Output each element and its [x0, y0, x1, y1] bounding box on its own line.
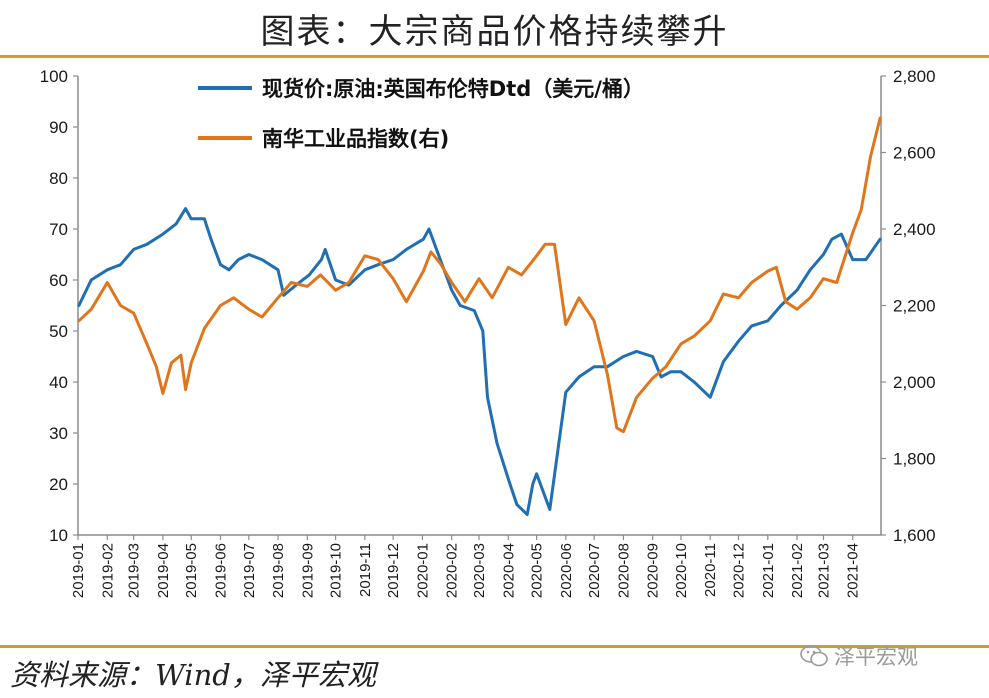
chart-axes: 100 90 80 70 60 50 40 30 20 10 2,800 2,600 2,400 2,20…	[40, 67, 936, 598]
right-tick-label: 2,200	[893, 297, 936, 316]
watermark-text: 泽平宏观	[834, 645, 918, 669]
x-tick-label: 2019-08	[270, 543, 287, 598]
left-tick-label: 50	[49, 322, 68, 341]
x-tick-label: 2019-07	[241, 543, 258, 598]
footer-rule	[0, 645, 989, 648]
right-tick-label: 2,400	[893, 220, 936, 239]
x-tick-label: 2020-01	[414, 543, 431, 598]
left-tick-label: 20	[49, 475, 68, 494]
legend-label: 现货价:原油:英国布伦特Dtd（美元/桶）	[262, 77, 644, 101]
x-tick-label: 2019-10	[328, 543, 345, 598]
x-tick-label: 2019-09	[299, 543, 316, 598]
x-tick-label: 2019-04	[155, 543, 172, 598]
x-tick-label: 2020-11	[702, 543, 719, 597]
left-tick-label: 10	[49, 526, 68, 545]
left-tick-label: 70	[49, 220, 68, 239]
chart-title: 图表：大宗商品价格持续攀升	[260, 12, 729, 52]
left-tick-label: 60	[49, 271, 68, 290]
right-tick-label: 1,800	[893, 450, 936, 469]
left-tick-label: 80	[49, 169, 68, 188]
x-tick-label: 2020-02	[444, 543, 461, 598]
x-tick-label: 2020-06	[558, 543, 575, 598]
x-tick-label: 2019-05	[183, 543, 200, 598]
right-tick-label: 2,600	[893, 144, 936, 163]
left-tick-label: 100	[40, 67, 68, 86]
x-tick-label: 2019-02	[99, 543, 116, 598]
x-tick-label: 2019-03	[126, 543, 143, 598]
x-tick-label: 2021-01	[760, 543, 777, 598]
chart-legend: 现货价:原油:英国布伦特Dtd（美元/桶） 南华工业品指数(右)	[198, 77, 644, 151]
x-tick-label: 2020-04	[500, 543, 517, 598]
x-tick-label: 2020-05	[529, 543, 546, 598]
x-tick-label: 2020-12	[731, 543, 748, 598]
x-tick-label: 2021-04	[845, 543, 862, 598]
x-tick-label: 2020-09	[645, 543, 662, 598]
x-tick-label: 2020-08	[615, 543, 632, 598]
x-tick-label: 2019-01	[70, 543, 87, 598]
x-tick-label: 2020-03	[471, 543, 488, 598]
source-note: 资料来源：Wind，泽平宏观	[10, 658, 376, 692]
x-tick-label: 2021-02	[789, 543, 806, 598]
right-tick-label: 2,000	[893, 373, 936, 392]
x-tick-label: 2019-12	[385, 543, 402, 598]
wechat-icon	[800, 645, 828, 667]
x-tick-label: 2021-03	[815, 543, 832, 598]
title-rule	[0, 55, 989, 58]
legend-label: 南华工业品指数(右)	[262, 127, 449, 151]
x-tick-label: 2020-07	[586, 543, 603, 598]
series-line-nanhua	[77, 116, 882, 434]
watermark: 泽平宏观	[800, 641, 918, 671]
chart-series	[77, 116, 882, 517]
x-tick-label: 2020-10	[673, 543, 690, 598]
x-tick-label: 2019-06	[212, 543, 229, 598]
left-tick-label: 40	[49, 373, 68, 392]
series-line-brent	[77, 207, 882, 517]
left-tick-label: 90	[49, 118, 68, 137]
x-tick-label: 2019-11	[357, 543, 374, 597]
right-tick-label: 1,600	[893, 526, 936, 545]
left-tick-label: 30	[49, 424, 68, 443]
chart: 100 90 80 70 60 50 40 30 20 10 2,800 2,600 2,400 2,20…	[40, 67, 936, 598]
right-tick-label: 2,800	[893, 67, 936, 86]
